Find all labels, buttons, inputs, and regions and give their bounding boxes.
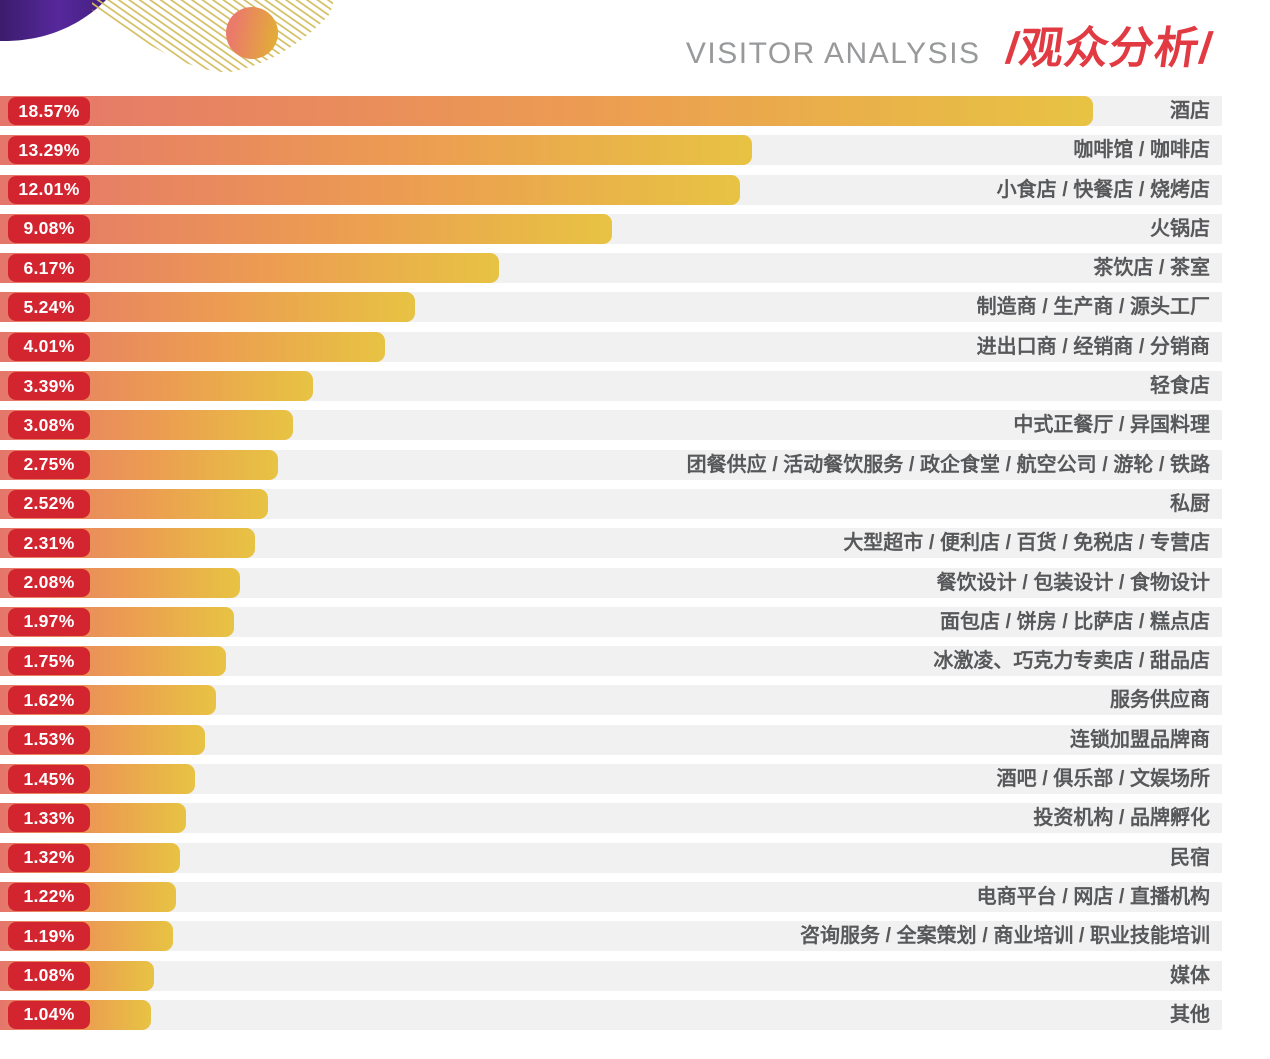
bar: [0, 96, 1093, 126]
value-badge: 3.39%: [8, 372, 90, 401]
value-badge: 2.08%: [8, 568, 90, 597]
value-badge: 4.01%: [8, 332, 90, 361]
chart-row: 1.53% 连锁加盟品牌商: [0, 724, 1270, 755]
category-label: 投资机构 / 品牌孵化: [1033, 807, 1210, 830]
bar-track: [0, 960, 1222, 991]
gradient-circle-decoration: [226, 7, 278, 59]
bar: [0, 135, 752, 166]
chart-row: 2.75% 团餐供应 / 活动餐饮服务 / 政企食堂 / 航空公司 / 游轮 /…: [0, 449, 1270, 480]
category-label: 冰激凌、巧克力专卖店 / 甜品店: [933, 650, 1210, 673]
value-badge: 2.52%: [8, 489, 90, 518]
category-label: 民宿: [1170, 846, 1210, 869]
chart-row: 6.17% 茶饮店 / 茶室: [0, 253, 1270, 284]
category-label: 制造商 / 生产商 / 源头工厂: [976, 296, 1210, 319]
value-badge: 18.57%: [8, 97, 90, 125]
title-chinese: /观众分析/: [1002, 24, 1216, 73]
chart-row: 2.52% 私厨: [0, 488, 1270, 519]
category-label: 团餐供应 / 活动餐饮服务 / 政企食堂 / 航空公司 / 游轮 / 铁路: [686, 453, 1210, 476]
category-label: 进出口商 / 经销商 / 分销商: [976, 335, 1210, 358]
category-label: 酒店: [1170, 100, 1210, 122]
category-label: 媒体: [1170, 964, 1210, 987]
value-badge: 1.53%: [8, 725, 90, 754]
hatch-pattern-decoration: [92, 0, 334, 73]
chart-row: 12.01% 小食店 / 快餐店 / 烧烤店: [0, 174, 1270, 205]
chart-row: 1.19% 咨询服务 / 全案策划 / 商业培训 / 职业技能培训: [0, 921, 1270, 952]
category-label: 咨询服务 / 全案策划 / 商业培训 / 职业技能培训: [799, 925, 1210, 948]
chart-row: 2.08% 餐饮设计 / 包装设计 / 食物设计: [0, 567, 1270, 598]
chart-row: 3.39% 轻食店: [0, 371, 1270, 402]
chart-row: 18.57% 酒店: [0, 96, 1270, 126]
value-badge: 3.08%: [8, 411, 90, 440]
value-badge: 2.75%: [8, 450, 90, 479]
chart-row: 13.29% 咖啡馆 / 咖啡店: [0, 135, 1270, 166]
category-label: 茶饮店 / 茶室: [1093, 257, 1210, 280]
value-badge: 1.32%: [8, 843, 90, 872]
value-badge: 12.01%: [8, 175, 90, 204]
bar-track: [0, 921, 1222, 952]
bar-chart: 18.57% 酒店 13.29% 咖啡馆 / 咖啡店 12.01% 小食店 / …: [0, 96, 1270, 1030]
category-label: 小食店 / 快餐店 / 烧烤店: [996, 178, 1210, 201]
category-label: 大型超市 / 便利店 / 百货 / 免税店 / 专营店: [843, 532, 1210, 555]
category-label: 中式正餐厅 / 异国料理: [1013, 414, 1210, 437]
value-badge: 1.97%: [8, 607, 90, 636]
chart-row: 4.01% 进出口商 / 经销商 / 分销商: [0, 331, 1270, 362]
value-badge: 5.24%: [8, 293, 90, 322]
bar-track: [0, 999, 1222, 1030]
chart-row: 1.62% 服务供应商: [0, 685, 1270, 716]
category-label: 火锅店: [1150, 217, 1210, 240]
value-badge: 13.29%: [8, 136, 90, 165]
category-label: 咖啡馆 / 咖啡店: [1073, 139, 1210, 162]
value-badge: 9.08%: [8, 214, 90, 243]
value-badge: 1.33%: [8, 804, 90, 833]
chart-row: 2.31% 大型超市 / 便利店 / 百货 / 免税店 / 专营店: [0, 528, 1270, 559]
category-label: 面包店 / 饼房 / 比萨店 / 糕点店: [939, 610, 1210, 633]
chart-row: 1.75% 冰激凌、巧克力专卖店 / 甜品店: [0, 646, 1270, 677]
value-badge: 6.17%: [8, 254, 90, 283]
purple-corner-ribbon: [0, 0, 106, 42]
category-label: 餐饮设计 / 包装设计 / 食物设计: [936, 571, 1210, 594]
value-badge: 1.19%: [8, 922, 90, 951]
value-badge: 1.75%: [8, 647, 90, 676]
value-badge: 1.45%: [8, 765, 90, 794]
category-label: 服务供应商: [1110, 689, 1210, 712]
bar-track: [0, 881, 1222, 912]
title-english: VISITOR ANALYSIS: [685, 37, 981, 70]
category-label: 电商平台 / 网店 / 直播机构: [976, 885, 1210, 908]
bar-track: [0, 842, 1222, 873]
chart-row: 3.08% 中式正餐厅 / 异国料理: [0, 410, 1270, 441]
bar: [0, 213, 612, 244]
value-badge: 2.31%: [8, 529, 90, 558]
chart-row: 1.08% 媒体: [0, 960, 1270, 991]
bar-track: [0, 764, 1222, 795]
bar-track: [0, 803, 1222, 834]
value-badge: 1.08%: [8, 961, 90, 990]
value-badge: 1.04%: [8, 1000, 90, 1029]
category-label: 酒吧 / 俱乐部 / 文娱场所: [996, 768, 1210, 791]
chart-row: 1.22% 电商平台 / 网店 / 直播机构: [0, 881, 1270, 912]
chart-row: 1.45% 酒吧 / 俱乐部 / 文娱场所: [0, 764, 1270, 795]
value-badge: 1.62%: [8, 686, 90, 715]
page-title: VISITOR ANALYSIS /观众分析/: [685, 12, 1216, 76]
chart-row: 1.97% 面包店 / 饼房 / 比萨店 / 糕点店: [0, 606, 1270, 637]
chart-row: 9.08% 火锅店: [0, 213, 1270, 244]
category-label: 其他: [1170, 1003, 1210, 1026]
chart-row: 5.24% 制造商 / 生产商 / 源头工厂: [0, 292, 1270, 323]
bar: [0, 174, 740, 205]
chart-row: 1.04% 其他: [0, 999, 1270, 1030]
chart-row: 1.33% 投资机构 / 品牌孵化: [0, 803, 1270, 834]
category-label: 轻食店: [1150, 375, 1210, 398]
value-badge: 1.22%: [8, 882, 90, 911]
category-label: 私厨: [1170, 492, 1210, 515]
category-label: 连锁加盟品牌商: [1070, 728, 1210, 751]
chart-row: 1.32% 民宿: [0, 842, 1270, 873]
